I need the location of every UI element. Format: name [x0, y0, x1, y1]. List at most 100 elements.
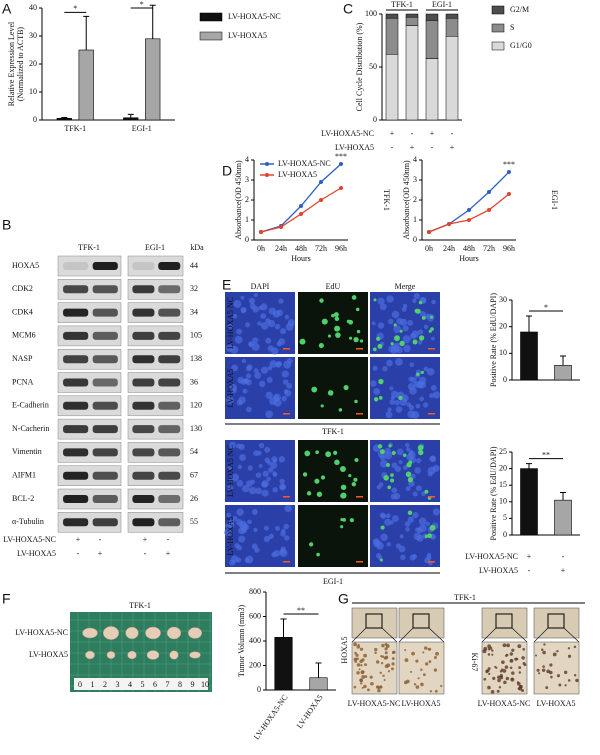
- blot-header: TFK-1: [78, 243, 100, 252]
- nucleus: [240, 295, 245, 300]
- blot-band: [92, 285, 118, 294]
- ruler-label: 7: [166, 680, 170, 689]
- blot-band: [92, 425, 118, 434]
- nucleus: [406, 447, 411, 452]
- edu-cell: [372, 347, 377, 352]
- nucleus: [398, 545, 406, 553]
- stained-cell: [377, 686, 381, 690]
- image-row-label: LV-HOXA5 NC: [226, 445, 235, 497]
- edu-cell: [418, 300, 423, 305]
- nucleus: [373, 539, 381, 548]
- image-row-label: LV-HOXA5: [226, 517, 235, 556]
- blot-strip: [127, 279, 184, 300]
- nucleus: [226, 512, 232, 518]
- nucleus: [276, 309, 283, 317]
- x-tick-label: TFK-1: [64, 124, 86, 133]
- edu-cell: [331, 313, 335, 318]
- nucleus: [405, 527, 410, 532]
- edu-cell: [334, 325, 341, 332]
- stained-cell: [360, 682, 363, 685]
- y-tick-label: 3: [245, 175, 249, 184]
- nucleus: [385, 513, 391, 519]
- nucleus: [418, 340, 423, 345]
- condition-label: LV-HOXA5: [479, 566, 518, 575]
- nucleus: [405, 486, 411, 491]
- x-tick-label: EGI-1: [132, 124, 152, 133]
- blot-strip: [57, 465, 122, 486]
- nucleus: [263, 535, 270, 543]
- protein-label: NASP: [12, 354, 33, 363]
- edu-cell: [355, 307, 360, 312]
- edu-cell: [399, 329, 403, 333]
- nucleus: [394, 399, 400, 406]
- nucleus: [399, 398, 408, 406]
- nucleus: [236, 545, 243, 551]
- edu-cell: [390, 478, 395, 483]
- nucleus: [432, 464, 440, 472]
- blot-band: [63, 401, 89, 410]
- bar: [309, 677, 328, 691]
- condition-label: LV-HOXA5-NC: [3, 535, 56, 544]
- significance-label: ***: [335, 152, 347, 161]
- blot-band: [63, 518, 89, 527]
- edu-cell: [340, 517, 344, 522]
- inset-box: [547, 613, 565, 629]
- nucleus: [240, 308, 246, 314]
- edu-cell: [415, 308, 421, 314]
- stain-label: HOXA5: [340, 636, 349, 663]
- nucleus: [254, 371, 262, 379]
- nucleus: [404, 521, 411, 527]
- error-bar: [127, 113, 134, 118]
- panel-label: B: [2, 217, 11, 233]
- tumor: [82, 627, 98, 639]
- nucleus: [426, 552, 432, 558]
- point: [299, 204, 303, 208]
- y-tick-label: 2: [245, 195, 249, 204]
- nucleus: [398, 460, 403, 465]
- y-axis-label: Absorbance(OD 450nm): [402, 160, 411, 240]
- nucleus: [279, 478, 285, 484]
- nucleus: [266, 376, 273, 383]
- stained-cell: [379, 671, 382, 674]
- nucleus: [286, 382, 293, 389]
- condition-sign: +: [166, 549, 171, 558]
- error-bar: [560, 492, 566, 501]
- stained-cell: [422, 651, 425, 654]
- edu-cell: [316, 552, 320, 557]
- ruler: [74, 678, 208, 690]
- bar: [554, 365, 572, 381]
- legend-swatch: [199, 12, 223, 22]
- stained-cell: [390, 667, 394, 671]
- stained-cell: [552, 652, 557, 657]
- stained-cell: [487, 667, 491, 671]
- nucleus: [427, 471, 433, 477]
- nucleus: [430, 385, 437, 391]
- stained-cell: [491, 653, 494, 656]
- ruler-label: 2: [103, 680, 107, 689]
- edu-cell: [333, 312, 339, 318]
- photo-label: TFK-1: [129, 601, 151, 610]
- blot-band: [92, 495, 118, 503]
- condition-sign: -: [99, 535, 102, 544]
- nucleus: [269, 360, 277, 368]
- error-bar: [280, 618, 287, 638]
- nucleus: [390, 395, 396, 401]
- blot-band: [92, 355, 118, 364]
- blot-band: [92, 308, 118, 317]
- stained-cell: [391, 662, 395, 666]
- x-tick-label: 72h: [483, 244, 495, 253]
- edu-cell: [321, 318, 328, 325]
- stained-cell: [487, 644, 492, 649]
- stained-cell: [509, 652, 514, 656]
- microscopy-image: [225, 440, 295, 502]
- nucleus: [423, 324, 429, 330]
- error-bar: [560, 355, 566, 366]
- y-tick-label: 10: [499, 348, 507, 357]
- edu-cell: [343, 384, 349, 391]
- nucleus: [261, 480, 269, 488]
- stained-cell: [353, 657, 358, 662]
- stained-cell: [542, 665, 545, 668]
- nucleus: [412, 512, 419, 519]
- stained-cell: [354, 651, 357, 655]
